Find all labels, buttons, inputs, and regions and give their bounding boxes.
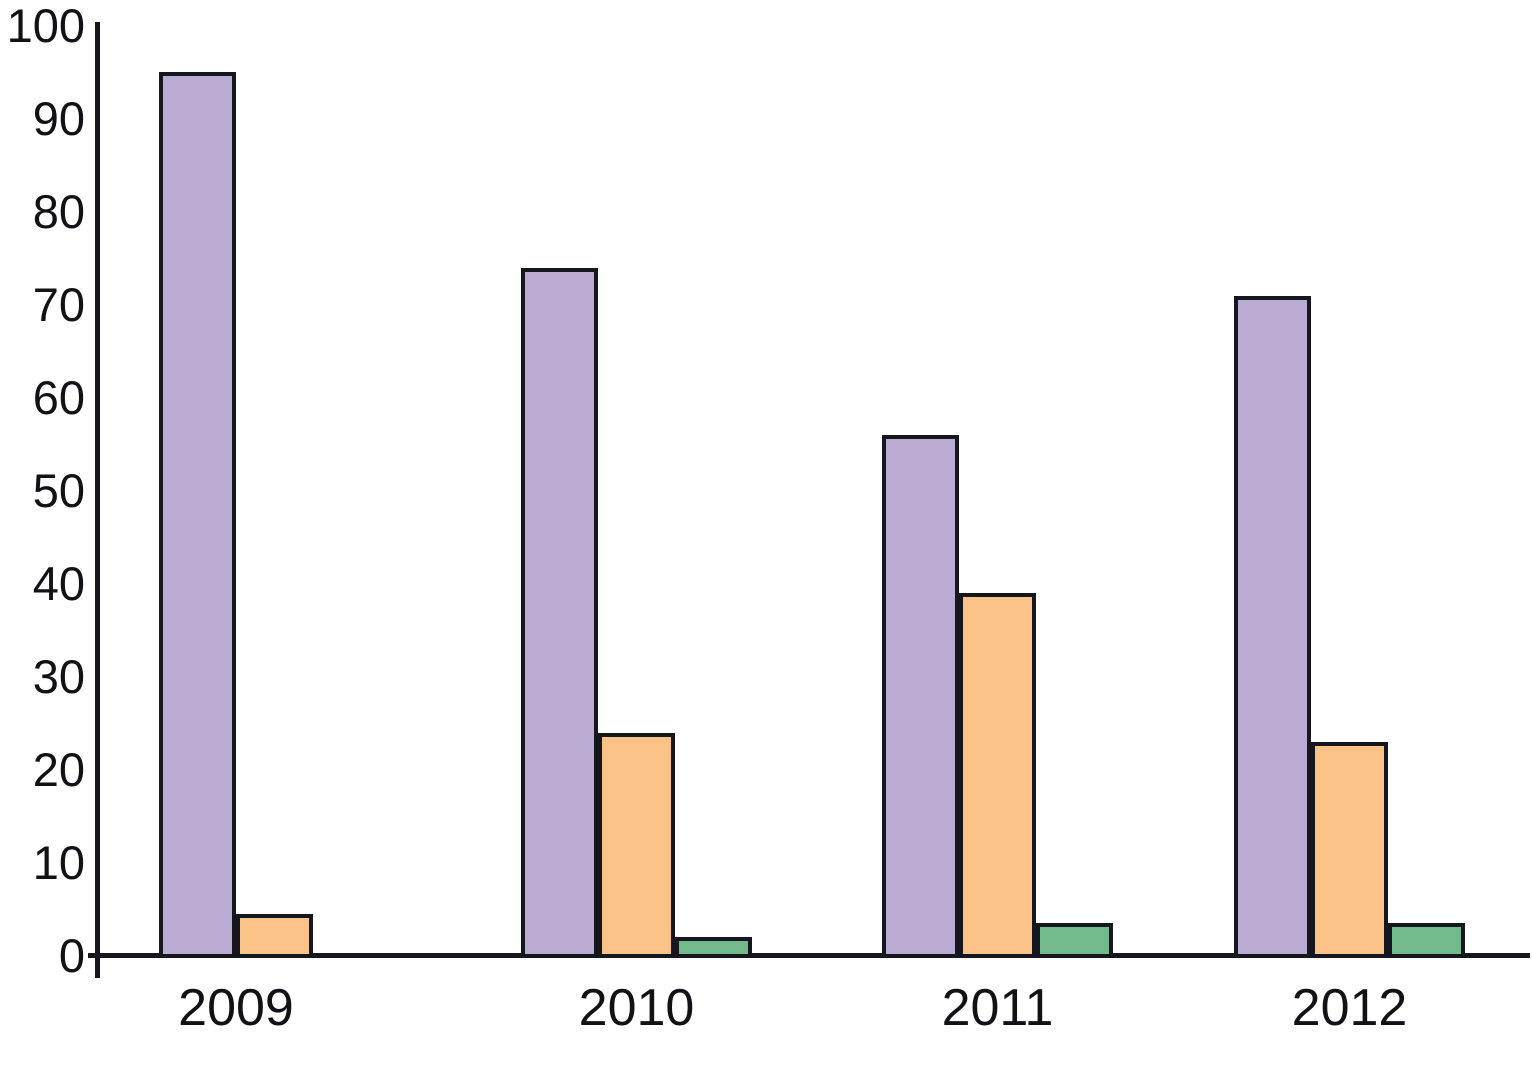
x-axis-label-2010: 2010 [578, 979, 695, 1037]
x-axis-label-2012: 2012 [1291, 979, 1408, 1037]
y-tick-label-50: 50 [32, 464, 85, 517]
bar-2012-green [1388, 923, 1465, 958]
bar-2010-green [675, 937, 752, 958]
y-tick-label-100: 100 [6, 0, 85, 52]
y-tick-label-30: 30 [32, 650, 85, 703]
bar-2010-purple [521, 268, 598, 958]
y-tick-label-70: 70 [32, 278, 85, 331]
bar-2012-purple [1234, 296, 1311, 958]
y-tick-label-80: 80 [32, 185, 85, 238]
x-axis-label-2011: 2011 [941, 979, 1054, 1037]
x-axis-label-2009: 2009 [178, 979, 294, 1037]
y-axis-line [95, 22, 100, 978]
y-tick-label-60: 60 [32, 371, 85, 424]
bar-2012-orange [1311, 742, 1388, 958]
y-tick-label-20: 20 [32, 743, 85, 796]
bar-2010-orange [598, 733, 675, 958]
y-tick-label-90: 90 [32, 92, 85, 145]
bar-2011-green [1036, 923, 1113, 958]
bar-2011-orange [959, 593, 1036, 958]
x-axis-line [88, 953, 1530, 958]
y-tick-label-0: 0 [58, 929, 85, 982]
bar-2011-purple [882, 435, 959, 958]
bar-2009-orange [236, 914, 313, 958]
y-tick-label-40: 40 [32, 557, 85, 610]
bar-2009-purple [159, 72, 236, 958]
y-tick-label-10: 10 [32, 836, 85, 889]
